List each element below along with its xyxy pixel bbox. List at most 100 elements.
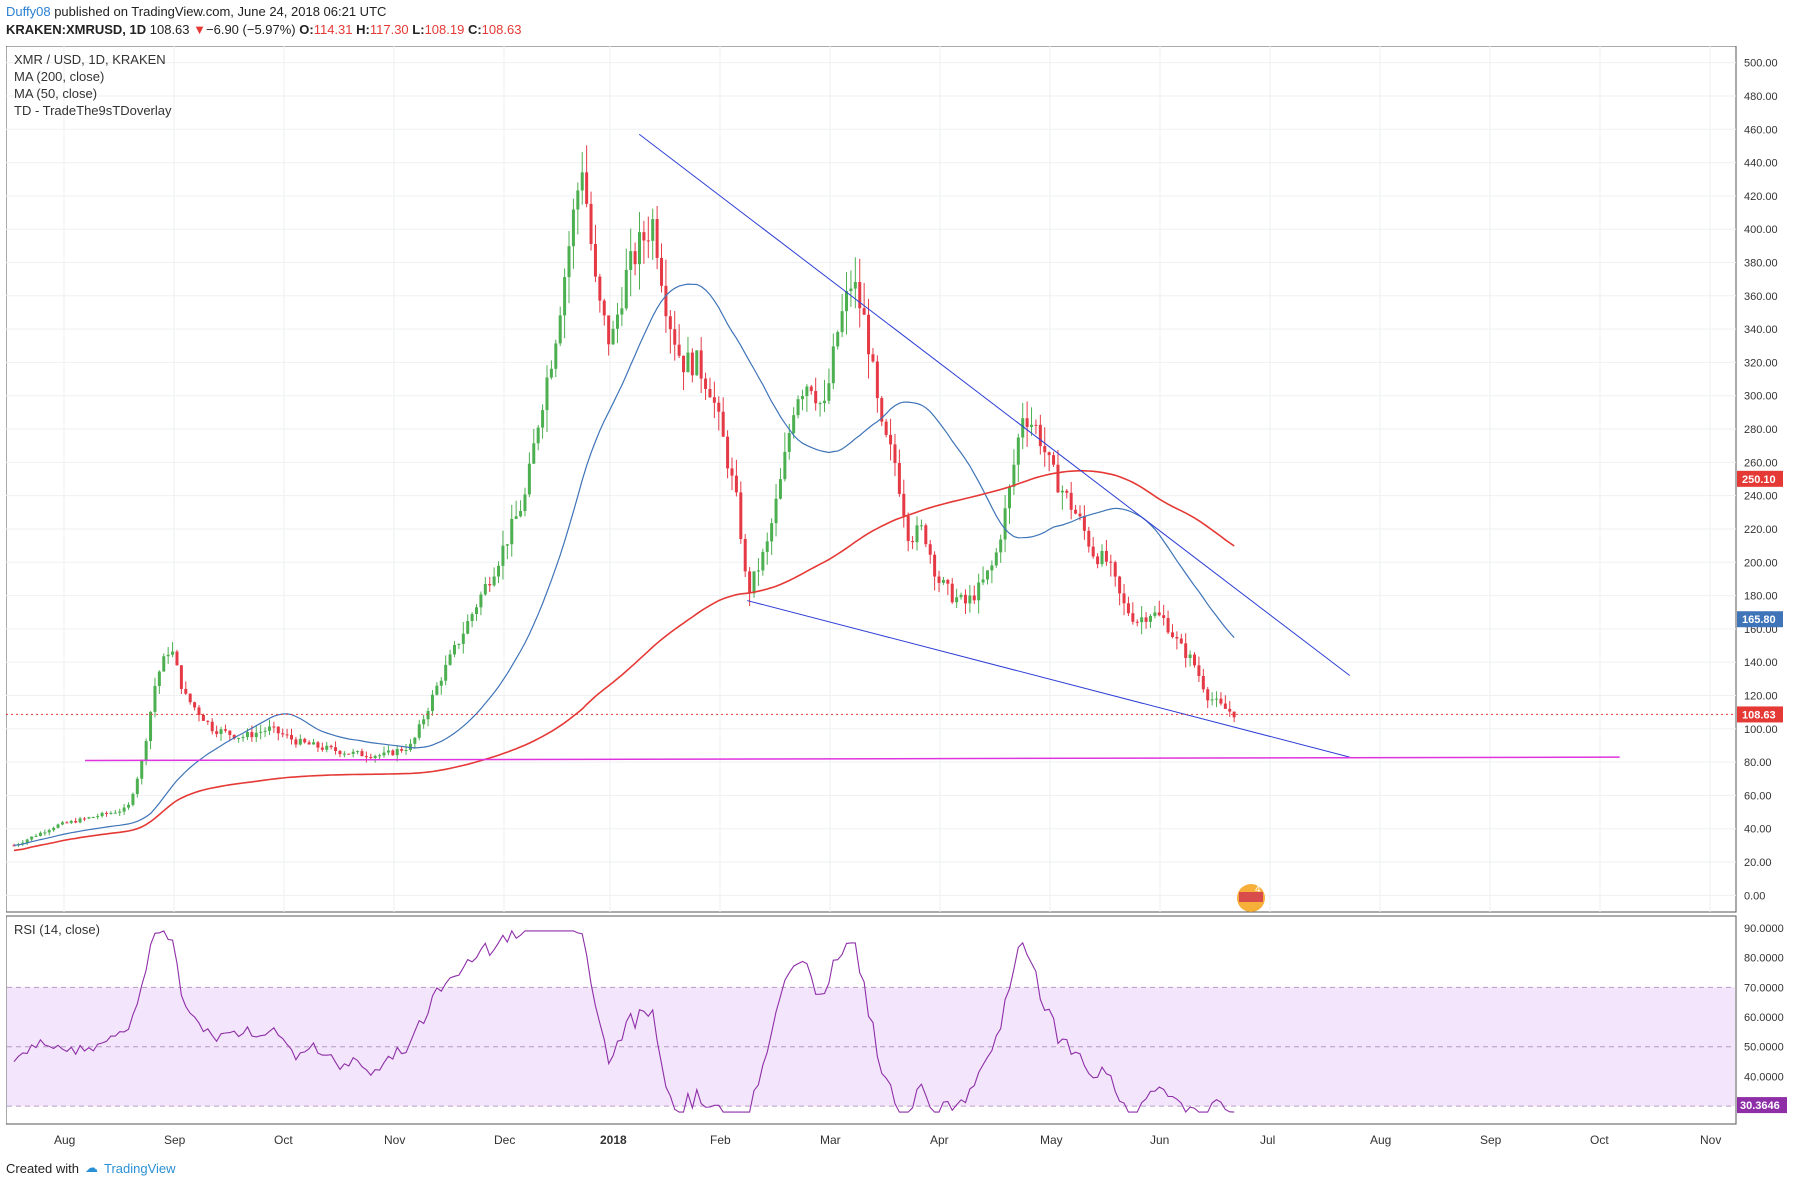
candle-body xyxy=(320,747,324,750)
candle-body xyxy=(1122,593,1126,604)
candle-body xyxy=(378,755,382,757)
candles xyxy=(12,145,1236,847)
candle-body xyxy=(985,570,989,580)
time-tick-label: Jul xyxy=(1260,1133,1275,1147)
candle-body xyxy=(109,812,113,814)
candle-body xyxy=(721,411,725,437)
time-tick-label: Jun xyxy=(1150,1133,1169,1147)
candle-body xyxy=(875,361,879,399)
candle-body xyxy=(800,396,804,400)
candle-body xyxy=(1069,492,1073,510)
candle-body xyxy=(853,282,857,289)
candle-body xyxy=(404,750,408,752)
candle-body xyxy=(822,400,826,404)
legend-ma50: MA (50, close) xyxy=(14,86,97,101)
candle-body xyxy=(52,827,56,831)
candle-body xyxy=(452,644,456,655)
candle-body xyxy=(756,570,760,572)
candle-body xyxy=(783,451,787,480)
candle-body xyxy=(959,594,963,598)
candle-body xyxy=(532,443,536,464)
candle-body xyxy=(858,282,862,309)
candle-body xyxy=(60,822,64,825)
candle-body xyxy=(373,756,377,759)
candle-body xyxy=(131,793,135,805)
time-axis[interactable]: Aug Sep Oct Nov Dec 2018 Feb Mar Apr May Jun Jul Aug… xyxy=(54,1133,1721,1147)
candle-body xyxy=(1188,654,1192,659)
publish-info: published on TradingView.com, June 24, 2… xyxy=(54,4,387,19)
candle-body xyxy=(523,494,527,512)
candle-body xyxy=(501,545,505,566)
tradingview-cloud-icon: ☁ xyxy=(84,1160,98,1175)
candle-body xyxy=(928,544,932,555)
candle-body xyxy=(1170,632,1174,637)
candle-body xyxy=(818,403,822,405)
ma200-price-tag: 250.10 xyxy=(1742,474,1776,486)
last-price-tag: 108.63 xyxy=(1742,709,1776,721)
candle-body xyxy=(660,257,664,286)
candle-body xyxy=(615,314,619,329)
legend-td: TD - TradeThe9sTDoverlay xyxy=(14,103,172,118)
candle-body xyxy=(395,748,399,756)
candle-body xyxy=(889,434,893,445)
candle-body xyxy=(1034,424,1038,426)
candle-body xyxy=(827,383,831,401)
candle-body xyxy=(1118,576,1122,594)
candle-body xyxy=(717,402,721,412)
candle-body xyxy=(413,737,417,744)
price-tick-label: 140.00 xyxy=(1744,657,1778,669)
author-link[interactable]: Duffy08 xyxy=(6,4,51,19)
candle-body xyxy=(695,350,699,376)
candle-body xyxy=(1201,676,1205,690)
rsi-tick-label: 40.0000 xyxy=(1744,1071,1784,1083)
candle-body xyxy=(237,737,241,739)
candle-body xyxy=(510,518,514,545)
candle-body xyxy=(796,399,800,416)
candle-body xyxy=(461,633,465,644)
price-tick-label: 40.00 xyxy=(1744,824,1772,836)
created-with: Created with xyxy=(6,1160,79,1176)
candle-body xyxy=(435,685,439,695)
candle-body xyxy=(611,328,615,345)
candle-body xyxy=(1087,530,1091,547)
candle-body xyxy=(1175,636,1179,639)
candle-body xyxy=(1228,708,1232,712)
price-tick-label: 100.00 xyxy=(1744,724,1778,736)
candle-body xyxy=(629,251,633,270)
candle-body xyxy=(325,745,329,750)
price-tick-label: 440.00 xyxy=(1744,158,1778,170)
candle-body xyxy=(1206,689,1210,701)
price-pane[interactable] xyxy=(5,45,1737,913)
candle-body xyxy=(444,664,448,681)
candle-body xyxy=(497,565,501,577)
candle-body xyxy=(1197,665,1201,677)
candle-body xyxy=(342,753,346,755)
candle-body xyxy=(963,594,967,604)
candle-body xyxy=(770,523,774,542)
trendlines[interactable] xyxy=(6,133,1736,762)
candle-body xyxy=(668,316,672,330)
candle-body xyxy=(1091,546,1095,557)
price-chart[interactable]: 500.00480.00460.00440.00420.00400.00380.… xyxy=(5,45,1788,1154)
open-label: O: xyxy=(299,22,314,37)
candle-body xyxy=(924,525,928,545)
candle-body xyxy=(519,511,523,517)
candle-body xyxy=(219,729,223,734)
last-price: 108.63 xyxy=(149,22,190,37)
event-flag-icon[interactable]: 4 xyxy=(1237,884,1265,912)
candle-body xyxy=(981,579,985,583)
candle-body xyxy=(919,525,923,527)
candle-body xyxy=(1052,455,1056,465)
candle-body xyxy=(994,552,998,566)
candle-body xyxy=(968,595,972,604)
candle-body xyxy=(215,731,219,734)
candle-body xyxy=(633,251,637,265)
chart-area[interactable]: 500.00 480.00 460.00 440.00 420.00 400.00 380.… xyxy=(5,45,1788,1159)
candle-body xyxy=(558,315,562,344)
candle-body xyxy=(259,731,263,733)
candle-body xyxy=(946,579,950,584)
candle-body xyxy=(1078,513,1082,517)
tradingview-brand[interactable]: TradingView xyxy=(103,1160,176,1176)
price-axis[interactable]: 500.00 480.00 460.00 440.00 420.00 400.00 380.… xyxy=(1744,58,1778,903)
price-tick-label: 200.00 xyxy=(1744,557,1778,569)
